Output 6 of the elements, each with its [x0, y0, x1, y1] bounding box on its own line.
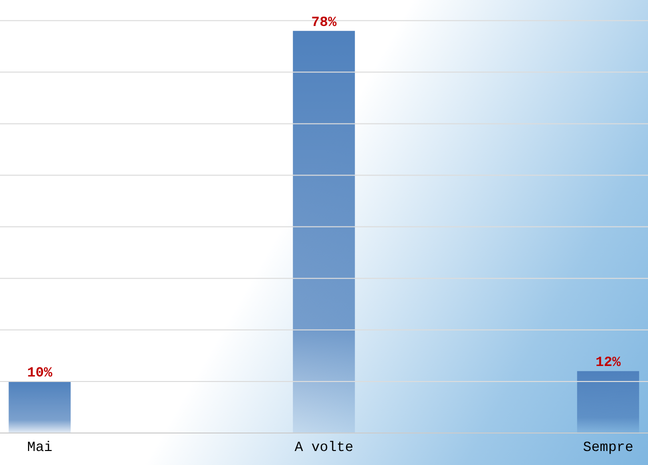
- data-label: 78%: [311, 14, 338, 31]
- data-label: 12%: [595, 355, 622, 372]
- x-tick-label: Mai: [27, 440, 52, 456]
- x-tick-label: Sempre: [583, 440, 634, 456]
- data-label: 10%: [27, 365, 53, 382]
- x-tick-label: A volte: [294, 440, 354, 456]
